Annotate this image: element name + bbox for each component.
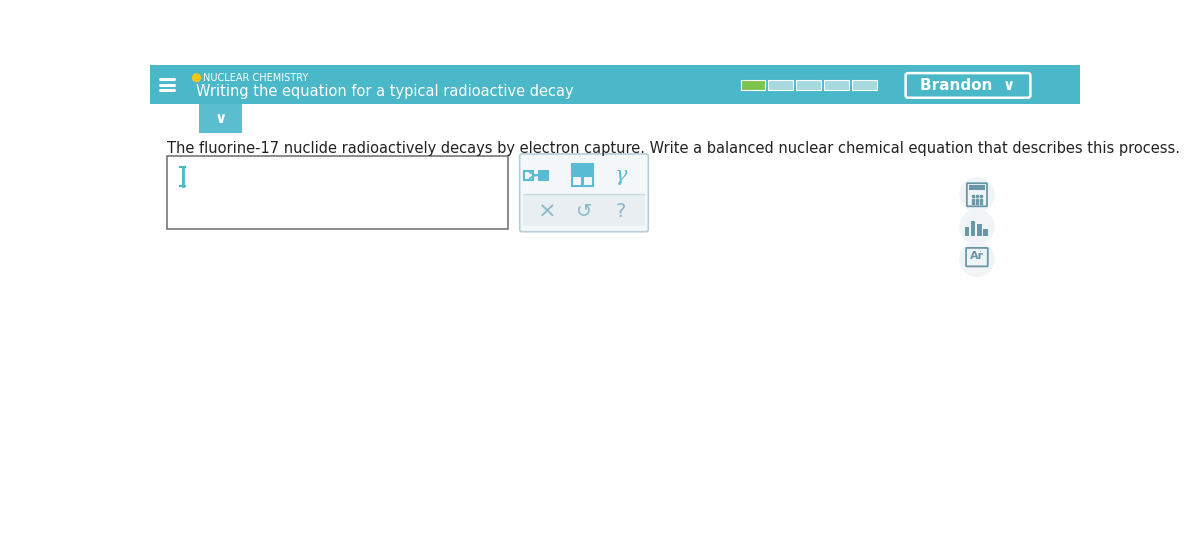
FancyBboxPatch shape (983, 229, 988, 237)
Circle shape (960, 210, 994, 244)
Text: ·: · (978, 247, 982, 257)
Circle shape (960, 243, 994, 276)
FancyBboxPatch shape (971, 221, 976, 237)
FancyBboxPatch shape (583, 165, 593, 174)
Text: γ: γ (614, 166, 628, 185)
Text: ?: ? (616, 202, 626, 221)
Text: ×: × (538, 202, 556, 222)
FancyBboxPatch shape (768, 80, 793, 90)
Text: Writing the equation for a typical radioactive decay: Writing the equation for a typical radio… (197, 84, 574, 99)
FancyBboxPatch shape (150, 65, 1080, 104)
Circle shape (960, 178, 994, 211)
FancyBboxPatch shape (571, 165, 582, 174)
Text: ↺: ↺ (576, 202, 592, 221)
Circle shape (193, 74, 200, 82)
FancyBboxPatch shape (824, 80, 850, 90)
FancyBboxPatch shape (970, 185, 985, 190)
FancyBboxPatch shape (199, 104, 242, 133)
FancyBboxPatch shape (167, 156, 508, 229)
Text: Brandon  ∨: Brandon ∨ (920, 78, 1015, 93)
FancyBboxPatch shape (965, 227, 970, 237)
FancyBboxPatch shape (539, 171, 548, 180)
FancyBboxPatch shape (520, 154, 648, 232)
FancyBboxPatch shape (523, 195, 646, 226)
FancyBboxPatch shape (852, 80, 877, 90)
FancyBboxPatch shape (740, 80, 766, 90)
FancyBboxPatch shape (977, 224, 982, 237)
Text: The fluorine-17 nuclide radioactively decays by electron capture. Write a balanc: The fluorine-17 nuclide radioactively de… (167, 141, 1180, 156)
FancyBboxPatch shape (797, 80, 821, 90)
Text: NUCLEAR CHEMISTRY: NUCLEAR CHEMISTRY (204, 72, 308, 83)
Text: Ar: Ar (970, 251, 984, 262)
Text: ∨: ∨ (215, 111, 227, 126)
